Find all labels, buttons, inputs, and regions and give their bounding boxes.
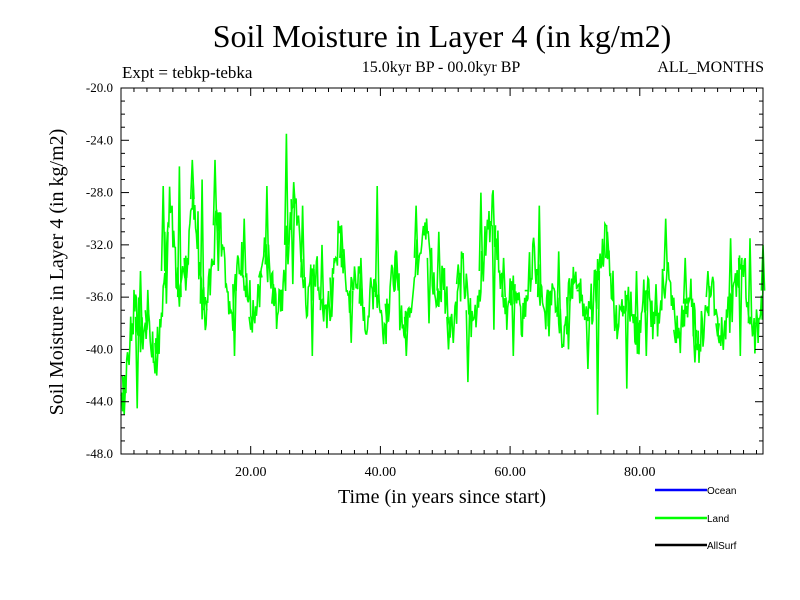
series-spike [160, 185, 166, 272]
y-tick-label: -44.0 [86, 394, 113, 409]
series-spike [624, 290, 630, 389]
series-spike [715, 323, 720, 337]
series-line-land [120, 179, 764, 412]
series-spike [248, 316, 254, 330]
series-spike [705, 270, 711, 298]
series-spike [358, 257, 364, 304]
y-tick-label: -24.0 [86, 132, 113, 147]
series-spike [212, 159, 218, 226]
experiment-label: Expt = tebkp-tebka [122, 63, 253, 82]
series-spike [663, 218, 669, 272]
series-spike [300, 205, 305, 278]
legend: Ocean Land AllSurf [655, 486, 737, 552]
x-axis-label: Time (in years since start) [338, 486, 546, 508]
series-spike [348, 290, 354, 343]
series-spike [446, 316, 451, 350]
series-spike [394, 251, 399, 291]
months-label: ALL_MONTHS [657, 59, 764, 76]
series-layer [120, 133, 766, 415]
series-spike [290, 199, 296, 285]
series-spike [673, 329, 678, 344]
series-spike [339, 225, 344, 258]
series-spike [215, 212, 221, 272]
series-spike [403, 316, 409, 357]
series-spike [604, 231, 610, 258]
series-spike [232, 284, 237, 357]
y-tick-label: -20.0 [86, 80, 113, 95]
series-spike [134, 316, 140, 409]
series-spike [374, 185, 380, 298]
x-tick-label: 60.00 [494, 465, 526, 480]
y-axis-label: Soil Moisture in Layer 4 (in kg/m2) [46, 129, 68, 416]
series-spikes [121, 133, 766, 415]
x-tick-label: 20.00 [235, 465, 267, 480]
series-spike [747, 238, 753, 324]
series-spike [176, 166, 182, 298]
series-spike [491, 225, 497, 330]
legend-label-land: Land [707, 514, 729, 525]
series-spike [138, 270, 143, 337]
series-spike [271, 284, 276, 304]
y-tick-label: -48.0 [86, 446, 113, 461]
series-spike [202, 297, 208, 311]
series-spike [556, 251, 562, 317]
chart-title: Soil Moisture in Layer 4 (in kg/m2) [213, 18, 672, 54]
series-spike [566, 297, 571, 350]
plot-area: -48.0 -44.0 -40.0 -36.0 -32.0 -28.0 -24.0 -20.0… [86, 80, 766, 480]
series-spike [585, 316, 591, 370]
series-spike [413, 205, 419, 258]
series-spike [536, 205, 542, 298]
series-spike [634, 270, 639, 337]
series-spike [319, 244, 325, 311]
series-spike [643, 290, 649, 357]
series-spike [144, 310, 150, 330]
y-tick-label: -28.0 [86, 185, 113, 200]
series-spike [501, 257, 506, 298]
series-spike [436, 231, 442, 291]
series-spike [329, 277, 335, 317]
series-spike [510, 284, 516, 357]
y-tick-label: -40.0 [86, 341, 113, 356]
series-spike [426, 257, 432, 324]
ticks-layer: -48.0 -44.0 -40.0 -36.0 -32.0 -28.0 -24.0 -20.0… [86, 80, 763, 480]
series-spike [595, 270, 601, 415]
series-spike [692, 329, 698, 363]
y-tick-label: -36.0 [86, 289, 113, 304]
series-spike [455, 264, 461, 285]
series-spike [478, 192, 484, 272]
series-spike [164, 231, 169, 304]
series-spike [384, 303, 390, 324]
x-tick-label: 80.00 [624, 465, 656, 480]
legend-label-allsurf: AllSurf [707, 541, 737, 552]
y-tick-label: -32.0 [86, 237, 113, 252]
series-spike [258, 270, 263, 278]
series-spike [199, 179, 205, 304]
series-spike [309, 264, 315, 357]
series-spike [189, 159, 195, 200]
legend-label-ocean: Ocean [707, 486, 736, 497]
series-spike [283, 133, 289, 245]
series-spike [183, 257, 189, 291]
series-spike [682, 257, 688, 304]
series-spike [614, 323, 620, 330]
series-spike [728, 238, 733, 304]
time-range-label: 15.0kyr BP - 00.0kyr BP [362, 59, 521, 76]
series-spike [546, 290, 552, 337]
series-spike [653, 284, 659, 324]
series-spike [241, 218, 247, 278]
series-spike [737, 257, 743, 357]
series-spike [465, 310, 471, 383]
x-tick-label: 40.00 [365, 465, 397, 480]
series-spike [264, 185, 270, 265]
plot-frame [120, 87, 764, 455]
series-spike [154, 342, 160, 376]
